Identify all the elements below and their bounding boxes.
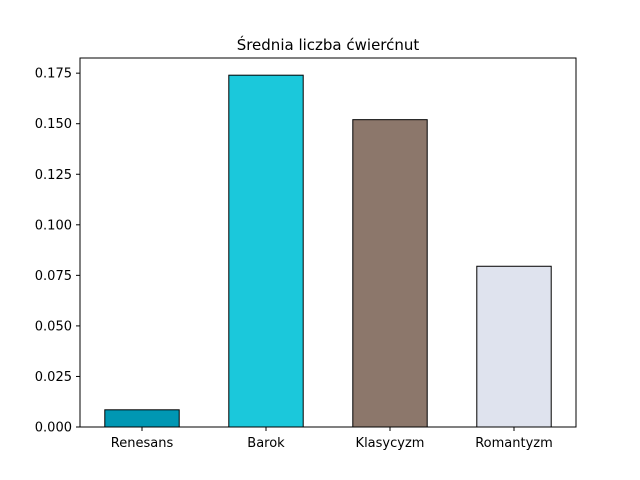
bar-barok: [228, 74, 304, 428]
bars-layer: [104, 74, 552, 428]
y-tick-label: 0.025: [35, 370, 72, 385]
y-tick-label: 0.100: [35, 218, 72, 233]
y-tick-label: 0.075: [35, 269, 72, 284]
y-tick-label: 0.000: [35, 421, 72, 436]
x-tick-label: Romantyzm: [475, 436, 553, 451]
bar-renesans: [104, 409, 180, 428]
bar-romantyzm: [476, 265, 552, 428]
x-tick-label: Barok: [247, 436, 285, 451]
y-tick-label: 0.125: [35, 168, 72, 183]
bar-klasycyzm: [352, 119, 428, 428]
chart-title: Średnia liczba ćwierćnut: [237, 35, 420, 54]
y-tick-label: 0.150: [35, 117, 72, 132]
y-axis: 0.000 0.025 0.050 0.075 0.100 0.125 0.150 0.175: [35, 67, 80, 436]
y-tick-label: 0.175: [35, 67, 72, 82]
x-tick-label: Renesans: [111, 436, 174, 451]
y-tick-label: 0.050: [35, 319, 72, 334]
x-axis: Renesans Barok Klasycyzm Romantyzm: [111, 427, 553, 451]
plot-frame: [79, 57, 577, 428]
x-tick-label: Klasycyzm: [356, 436, 425, 451]
